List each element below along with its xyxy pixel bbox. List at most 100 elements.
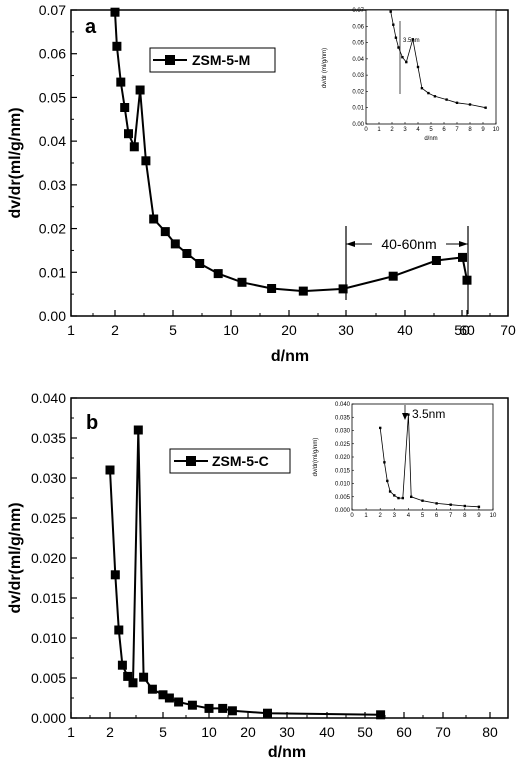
x-tick-label: 60 <box>396 724 412 740</box>
inset-data-point <box>394 36 398 39</box>
inset-data-point <box>401 496 404 500</box>
data-point-marker <box>338 284 348 294</box>
inset-x-tick-label: 1 <box>377 127 381 133</box>
inset-y-tick-label: 0.05 <box>352 41 364 47</box>
panel-b-legend-marker <box>186 456 196 466</box>
y-tick-label: 0.020 <box>31 550 66 566</box>
data-point-marker <box>164 693 174 703</box>
inset-x-tick-label: 6 <box>435 513 439 519</box>
data-point-marker <box>110 570 120 580</box>
inset-data-point <box>383 461 386 464</box>
data-point-marker <box>458 252 467 262</box>
inset-y-tick-label: 0.000 <box>335 508 351 514</box>
panel-a-inset-annotation: 3.5nm <box>403 38 420 44</box>
inset-x-tick-label: 10 <box>493 127 500 133</box>
inset-data-point <box>393 494 396 497</box>
y-tick-label: 0.040 <box>31 390 66 406</box>
inset-data-point <box>392 23 395 26</box>
x-tick-label: 20 <box>240 724 256 740</box>
y-tick-label: 0.025 <box>31 510 66 526</box>
inset-y-tick-label: 0.06 <box>352 24 364 30</box>
inset-y-tick-label: 0.02 <box>352 89 364 95</box>
inset-x-tick-label: 9 <box>477 513 481 519</box>
x-tick-label: 1 <box>67 724 75 740</box>
data-point-marker <box>160 227 170 237</box>
inset-data-point <box>445 98 448 101</box>
data-point-marker <box>227 706 237 716</box>
inset-series-line <box>379 414 479 508</box>
panel-b-x-ticks: 1 2 5 10 20 30 40 50 60 70 80 <box>67 712 498 740</box>
inset-data-point <box>410 495 413 498</box>
inset-data-point <box>389 10 392 13</box>
data-point-marker <box>187 700 197 710</box>
data-point-marker <box>174 697 184 707</box>
panel-a-series <box>110 7 472 296</box>
panel-b-inset-series <box>379 413 481 508</box>
data-point-marker <box>128 678 138 688</box>
y-tick-label: 0.02 <box>39 221 66 237</box>
data-point-marker <box>213 269 223 279</box>
panel-b: 1 2 5 10 20 30 40 50 60 70 80 0.0000.0050.0100.015… <box>7 390 509 761</box>
x-tick-label: 1 <box>67 322 75 338</box>
y-tick-label: 0.06 <box>39 46 66 62</box>
inset-y-tick-label: 0.03 <box>352 73 364 79</box>
inset-x-tick-label: 6 <box>442 127 446 133</box>
inset-x-tick-label: 3 <box>393 513 397 519</box>
inset-data-point <box>386 479 389 483</box>
inset-x-tick-label: 5 <box>421 513 425 519</box>
x-tick-label: 50 <box>357 724 373 740</box>
data-point-marker <box>141 156 151 166</box>
inset-data-point <box>411 38 414 41</box>
data-point-marker <box>388 271 398 281</box>
inset-data-point <box>388 490 392 493</box>
panel-a-legend-label: ZSM-5-M <box>192 52 250 68</box>
data-point-marker <box>298 286 308 296</box>
data-point-marker <box>124 129 133 139</box>
inset-data-point <box>407 413 410 416</box>
inset-x-tick-label: 2 <box>390 127 394 133</box>
inset-x-tick-label: 0 <box>350 513 354 519</box>
inset-data-point <box>397 496 400 500</box>
inset-data-point <box>416 65 420 69</box>
inset-x-tick-label: 0 <box>364 127 368 133</box>
x-tick-label: 70 <box>435 724 451 740</box>
data-point-marker <box>237 277 247 287</box>
inset-y-tick-label: 0.025 <box>335 442 351 448</box>
inset-y-tick-label: 0.04 <box>352 57 364 63</box>
inset-data-point <box>455 101 459 104</box>
inset-data-point <box>468 103 472 106</box>
panel-a-y-ticks: 0.00 0.01 0.02 0.03 0.04 0.05 0.06 0.07 <box>39 2 77 324</box>
inset-y-tick-label: 0.01 <box>352 106 364 112</box>
inset-data-point <box>421 499 424 502</box>
y-tick-label: 0.01 <box>39 264 66 280</box>
inset-x-tick-label: 7 <box>455 127 459 133</box>
x-tick-label: 2 <box>111 322 119 338</box>
data-point-marker <box>431 256 441 265</box>
x-tick-label: 30 <box>279 724 295 740</box>
data-point-marker <box>376 710 386 720</box>
y-tick-label: 0.035 <box>31 430 66 446</box>
inset-data-point <box>405 60 408 64</box>
data-point-marker <box>158 690 168 700</box>
x-tick-label: 80 <box>482 724 498 740</box>
inset-x-tick-label: 4 <box>416 127 420 133</box>
inset-data-point <box>379 426 382 430</box>
x-tick-label: 2 <box>106 724 114 740</box>
inset-data-point <box>477 505 481 508</box>
inset-y-tick-label: 0.015 <box>335 468 351 474</box>
data-point-marker <box>120 103 130 112</box>
data-point-marker <box>195 259 205 268</box>
inset-x-tick-label: 8 <box>468 127 472 133</box>
data-point-marker <box>129 142 139 152</box>
x-tick-label: 10 <box>223 322 239 338</box>
inset-x-tick-label: 7 <box>449 513 453 519</box>
data-point-marker <box>263 708 272 718</box>
inset-y-tick-label: 0.00 <box>352 122 364 128</box>
data-point-marker <box>117 660 127 670</box>
panel-a-y-axis-label: dv/dr(ml/g/nm) <box>7 107 24 218</box>
panel-a-inset: 0 1 2 3 4 5 6 7 8 9 10 0.000.010.020.030.040.050.0… <box>322 8 500 142</box>
panel-b-legend-label: ZSM-5-C <box>212 453 269 469</box>
